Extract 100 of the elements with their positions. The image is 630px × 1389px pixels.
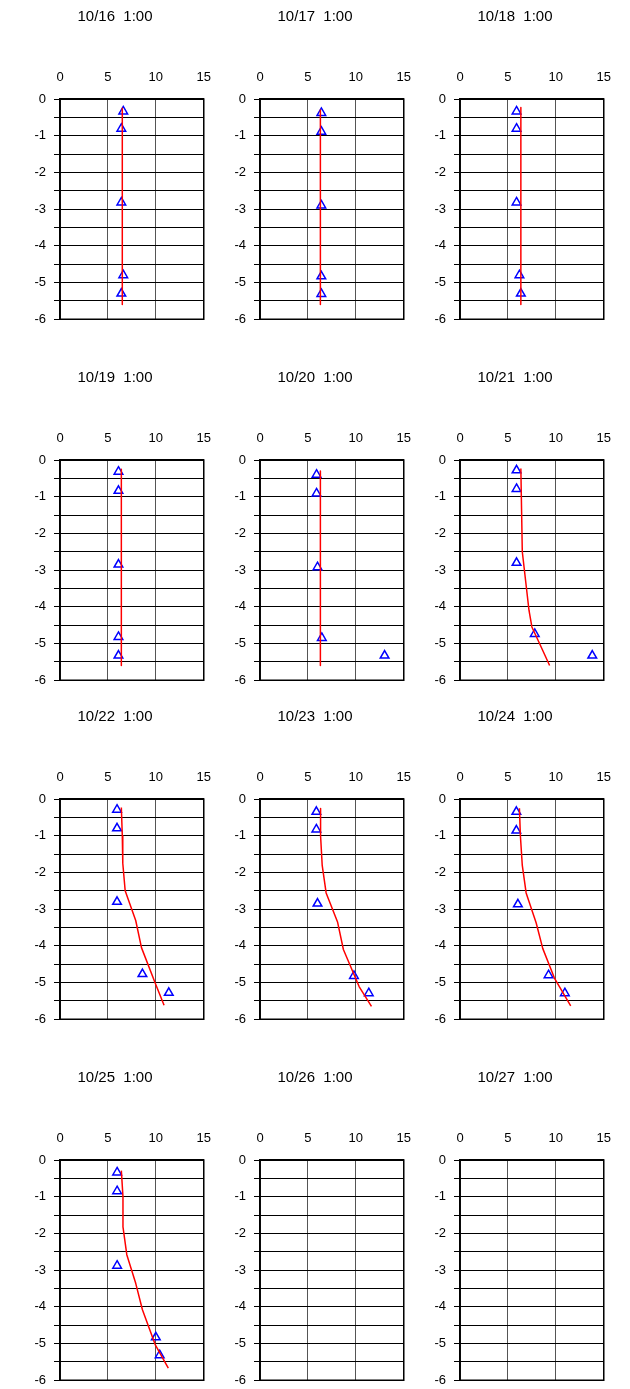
point	[163, 987, 174, 997]
point	[379, 649, 390, 659]
y-tick-label: -5	[434, 1335, 446, 1351]
point	[111, 896, 123, 906]
point	[316, 632, 327, 642]
point	[116, 287, 127, 297]
y-tick-label: -3	[434, 561, 446, 577]
y-tick-label: -5	[34, 274, 46, 290]
y-tick-label: -4	[234, 1298, 246, 1314]
y-tick-label: -6	[34, 310, 46, 326]
y-tick-label: -6	[234, 1371, 246, 1387]
point	[111, 822, 123, 832]
x-tick-label: 10	[548, 1129, 564, 1145]
point	[112, 1185, 123, 1195]
point	[154, 1349, 165, 1359]
x-tick-label: 15	[596, 768, 611, 784]
x-tick-label: 0	[456, 1129, 464, 1145]
y-tick-label: -6	[234, 310, 246, 326]
y-tick-label: 0	[238, 90, 246, 106]
y-tick-label: -2	[34, 163, 46, 179]
x-tick-label: 15	[396, 1129, 411, 1145]
point	[311, 468, 322, 478]
point	[316, 270, 327, 280]
x-tick-label: 15	[596, 429, 611, 445]
x-tick-label: 0	[256, 768, 264, 784]
point	[311, 487, 322, 497]
y-tick-label: -4	[34, 598, 46, 614]
x-tick-label: 0	[256, 429, 264, 445]
x-tick-label: 10	[348, 68, 364, 84]
x-tick-label: 15	[196, 768, 211, 784]
y-tick-label: -5	[434, 635, 446, 651]
y-tick-label: -4	[234, 937, 246, 953]
y-tick-label: -1	[234, 488, 246, 504]
x-tick-label: 0	[56, 68, 64, 84]
y-tick-label: -3	[34, 900, 46, 916]
x-tick-label: 10	[548, 68, 564, 84]
x-tick-label: 15	[396, 768, 411, 784]
y-tick-label: -5	[234, 1335, 246, 1351]
y-tick-label: -3	[234, 200, 246, 216]
y-tick-label: -6	[434, 1010, 446, 1026]
y-tick-label: -3	[434, 200, 446, 216]
x-tick-label: 0	[256, 68, 264, 84]
x-tick-label: 0	[456, 429, 464, 445]
point	[316, 288, 327, 298]
point	[511, 105, 522, 115]
point	[118, 269, 129, 279]
y-tick-label: -3	[34, 200, 46, 216]
y-tick-label: -1	[434, 827, 446, 843]
point	[116, 196, 127, 206]
chart-title: 10/16 1:00	[77, 7, 153, 25]
y-tick-label: -2	[34, 863, 46, 879]
y-tick-label: 0	[238, 451, 246, 467]
y-tick-label: -1	[234, 827, 246, 843]
point	[113, 465, 124, 475]
point	[587, 649, 598, 659]
chart-title: 10/19 1:00	[77, 368, 153, 386]
point	[543, 969, 554, 979]
y-tick-label: -4	[34, 237, 46, 253]
point	[559, 987, 570, 997]
x-tick-label: 5	[104, 768, 112, 784]
y-tick-label: -5	[434, 274, 446, 290]
x-tick-label: 10	[148, 68, 164, 84]
chart-title: 10/23 1:00	[277, 707, 353, 725]
y-tick-label: 0	[438, 790, 446, 806]
x-tick-label: 5	[504, 68, 512, 84]
y-tick-label: -2	[434, 863, 446, 879]
point	[511, 196, 522, 206]
y-tick-label: -1	[34, 1188, 46, 1204]
y-tick-label: -5	[34, 1335, 46, 1351]
y-tick-label: -4	[434, 598, 446, 614]
y-tick-label: -2	[34, 524, 46, 540]
x-tick-label: 0	[256, 1129, 264, 1145]
x-tick-label: 15	[396, 68, 411, 84]
x-tick-label: 0	[56, 429, 64, 445]
y-tick-label: -1	[234, 127, 246, 143]
y-tick-label: -2	[234, 524, 246, 540]
point	[112, 1259, 123, 1269]
y-tick-label: 0	[238, 1151, 246, 1167]
y-tick-label: -5	[34, 635, 46, 651]
x-tick-label: 10	[348, 1129, 364, 1145]
y-tick-label: -4	[234, 237, 246, 253]
x-tick-label: 0	[456, 68, 464, 84]
point	[511, 464, 522, 474]
y-tick-label: -4	[434, 237, 446, 253]
y-tick-label: -4	[234, 598, 246, 614]
point	[511, 557, 522, 567]
x-tick-label: 5	[304, 429, 312, 445]
point	[514, 269, 525, 279]
x-tick-label: 5	[304, 68, 312, 84]
x-tick-label: 10	[348, 429, 364, 445]
y-tick-label: -1	[434, 488, 446, 504]
x-tick-label: 15	[196, 429, 211, 445]
y-tick-label: -3	[434, 900, 446, 916]
y-tick-label: -5	[234, 274, 246, 290]
point	[512, 898, 523, 908]
y-tick-label: 0	[38, 1151, 46, 1167]
x-tick-label: 5	[304, 768, 312, 784]
y-tick-label: -6	[34, 1371, 46, 1387]
y-tick-label: -1	[234, 1188, 246, 1204]
y-tick-label: 0	[238, 790, 246, 806]
